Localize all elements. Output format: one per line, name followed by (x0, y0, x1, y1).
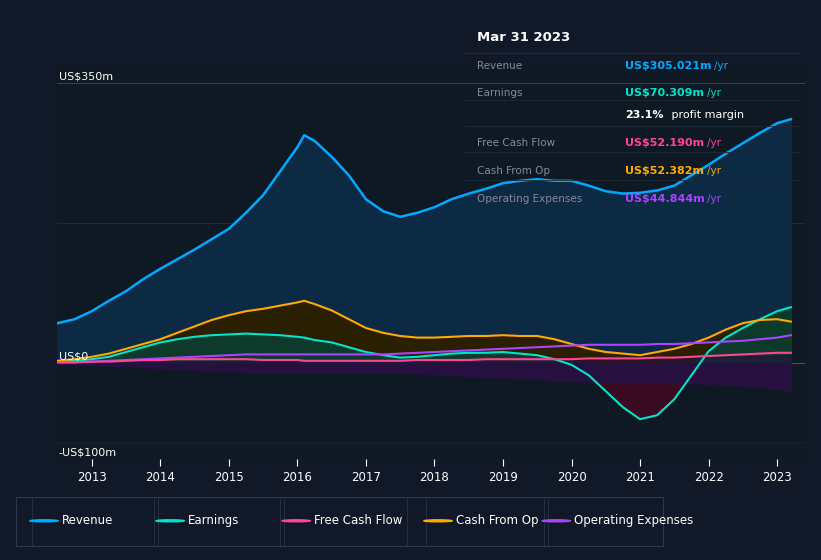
Text: US$44.844m: US$44.844m (626, 194, 709, 204)
Text: US$52.190m: US$52.190m (626, 138, 709, 148)
Circle shape (156, 520, 184, 522)
Text: Operating Expenses: Operating Expenses (477, 194, 583, 204)
Bar (32, 497, 154, 546)
Text: profit margin: profit margin (667, 110, 744, 120)
Bar (16, 497, 663, 546)
Text: 23.1%: 23.1% (626, 110, 664, 120)
Circle shape (30, 520, 58, 522)
Text: Mar 31 2023: Mar 31 2023 (477, 31, 571, 44)
Text: Earnings: Earnings (477, 88, 523, 99)
Bar (284, 497, 406, 546)
Circle shape (282, 520, 310, 522)
Text: /yr: /yr (707, 138, 721, 148)
Text: Free Cash Flow: Free Cash Flow (314, 514, 403, 528)
Text: Cash From Op: Cash From Op (477, 166, 550, 176)
Text: US$350m: US$350m (59, 72, 113, 82)
Text: US$52.382m: US$52.382m (626, 166, 709, 176)
Text: -US$100m: -US$100m (59, 447, 117, 458)
Bar (158, 497, 281, 546)
Text: Revenue: Revenue (62, 514, 113, 528)
Circle shape (424, 520, 452, 522)
Text: Earnings: Earnings (188, 514, 240, 528)
Text: /yr: /yr (707, 194, 721, 204)
Text: /yr: /yr (707, 88, 721, 99)
Text: /yr: /yr (714, 60, 728, 71)
Bar (544, 497, 663, 546)
Text: Cash From Op: Cash From Op (456, 514, 539, 528)
Text: Revenue: Revenue (477, 60, 522, 71)
Text: US$70.309m: US$70.309m (626, 88, 709, 99)
Bar (426, 497, 548, 546)
Text: /yr: /yr (707, 166, 721, 176)
Text: US$0: US$0 (59, 352, 88, 362)
Text: US$305.021m: US$305.021m (626, 60, 716, 71)
Circle shape (542, 520, 571, 522)
Text: Operating Expenses: Operating Expenses (575, 514, 694, 528)
Text: Free Cash Flow: Free Cash Flow (477, 138, 556, 148)
